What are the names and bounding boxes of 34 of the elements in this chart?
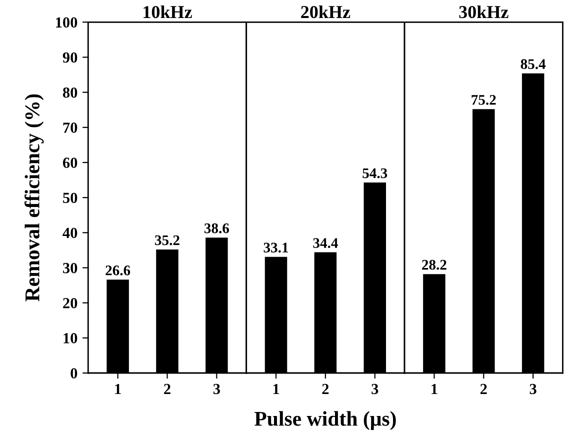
y-tick-label: 80 — [62, 87, 78, 98]
x-tick-label: 2 — [480, 384, 487, 394]
y-tick-label: 20 — [63, 298, 78, 308]
y-tick-label: 60 — [62, 158, 78, 168]
x-tick-label: 1 — [432, 384, 438, 394]
y-axis-title: Removal efficiency (%) — [24, 94, 44, 302]
y-tick-label: 0 — [70, 368, 78, 378]
x-tick-label: 3 — [213, 384, 220, 394]
y-tick-label: 40 — [62, 228, 78, 238]
chart-title: 30kHz — [459, 5, 508, 18]
data-label: 85.4 — [520, 59, 546, 70]
data-label: 28.2 — [422, 260, 446, 270]
x-tick-label: 3 — [372, 384, 378, 394]
x-tick-label: 1 — [115, 384, 121, 394]
x-tick-label: 3 — [530, 384, 536, 394]
x-tick-label: 2 — [322, 384, 329, 394]
y-tick-label: 10 — [64, 333, 78, 344]
chart-title: 10kHz — [144, 5, 192, 18]
data-label: 34.4 — [313, 238, 338, 248]
y-tick-label: 70 — [63, 122, 78, 133]
data-label: 33.1 — [264, 242, 288, 253]
x-tick-label: 2 — [164, 384, 170, 394]
y-tick-label: 100 — [56, 17, 78, 28]
chart-title: 20kHz — [301, 5, 350, 18]
y-tick-label: 90 — [62, 52, 78, 63]
data-label: 75.2 — [472, 95, 496, 105]
x-tick-label: 1 — [273, 384, 280, 394]
x-axis-title: Pulse width (μs) — [254, 411, 396, 430]
data-label: 26.6 — [106, 266, 130, 276]
data-label: 35.2 — [155, 235, 180, 246]
data-label: 54.3 — [362, 168, 388, 178]
data-label: 38.6 — [204, 223, 230, 234]
y-tick-label: 50 — [63, 192, 78, 204]
y-tick-label: 30 — [63, 262, 78, 274]
